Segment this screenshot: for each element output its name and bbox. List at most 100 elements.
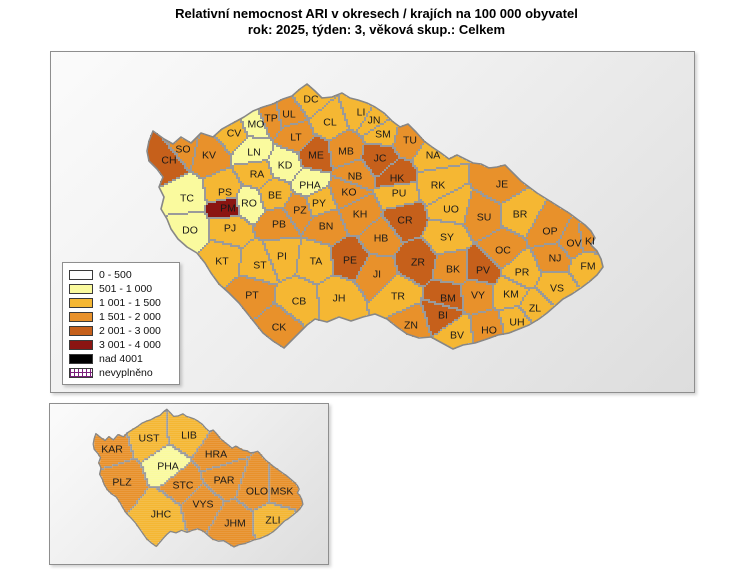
map-label-PS: PS [218,187,232,199]
map-label-TA: TA [310,256,323,268]
map-label-JN: JN [368,115,381,127]
map-label-PB: PB [272,219,286,231]
map-label-KAR: KAR [101,444,123,456]
map-label-TP: TP [264,113,277,125]
map-label-PAR: PAR [214,475,235,487]
map-label-BN: BN [319,221,334,233]
map-label-JHC: JHC [151,509,172,521]
map-label-JI: JI [373,269,381,281]
map-label-PLZ: PLZ [112,477,132,489]
map-label-LI: LI [357,107,366,119]
country-outline [92,408,304,548]
map-label-UST: UST [139,433,161,445]
map-label-UL: UL [282,109,296,121]
legend-item: 3 001 - 4 000 [69,338,175,351]
legend-item: 0 - 500 [69,268,175,281]
legend-label: 1 001 - 1 500 [99,296,161,309]
legend-label: 501 - 1 000 [99,282,153,295]
map-label-MSK: MSK [271,486,294,498]
map-label-KI: KI [585,236,595,248]
legend-item: nevyplněno [69,366,175,379]
map-label-KD: KD [278,160,293,172]
legend-swatch [69,353,93,364]
map-label-RO: RO [241,198,257,210]
map-label-OLO: OLO [246,486,268,498]
map-label-SO: SO [175,144,190,156]
map-label-OC: OC [495,245,511,257]
map-label-BM: BM [440,293,456,305]
legend-item: 501 - 1 000 [69,282,175,295]
map-label-UO: UO [443,204,459,216]
legend-label: nad 4001 [99,352,143,365]
legend-label: 2 001 - 3 000 [99,324,161,337]
map-label-JHM: JHM [224,518,246,530]
map-label-NA: NA [426,150,441,162]
map-label-PU: PU [392,188,407,200]
map-label-KT: KT [215,256,229,268]
map-label-ZLI: ZLI [265,515,280,527]
map-label-PHA: PHA [157,461,179,473]
legend-label: 1 501 - 2 000 [99,310,161,323]
legend-swatch [69,297,93,308]
map-label-CH: CH [161,155,176,167]
legend-swatch [69,283,93,294]
map-cells [94,410,303,547]
legend-item: 2 001 - 3 000 [69,324,175,337]
map-label-BR: BR [513,209,528,221]
map-label-PT: PT [245,290,259,302]
map-label-ZL: ZL [529,303,541,315]
map-label-TC: TC [180,193,194,205]
map-label-ZR: ZR [411,257,425,269]
map-title: Relativní nemocnost ARI v okresech / kra… [175,6,578,21]
map-label-FM: FM [580,261,595,273]
map-label-SU: SU [477,212,492,224]
map-subtitle: rok: 2025, týden: 3, věková skup.: Celke… [247,22,506,37]
region-map-panel: KAR UST LIB HRA PHA PLZ STC PAR OLO MSK JHC VYS JHM Z… [49,403,329,565]
map-label-JE: JE [496,179,508,191]
map-label-PR: PR [515,267,530,279]
map-labels: KAR UST LIB HRA PHA PLZ STC PAR OLO MSK JHC VYS JHM Z… [101,430,293,530]
map-label-NB: NB [348,171,363,183]
map-label-NJ: NJ [549,253,562,265]
map-label-BV: BV [450,330,464,342]
map-label-HK: HK [390,173,405,185]
map-label-RK: RK [431,180,446,192]
legend-item: 1 501 - 2 000 [69,310,175,323]
map-label-LIB: LIB [181,430,197,442]
map-label-JH: JH [333,293,346,305]
legend-swatch [69,325,93,336]
map-label-SM: SM [375,129,391,141]
map-label-MO: MO [248,119,265,131]
legend-item: nad 4001 [69,352,175,365]
legend-label: 0 - 500 [99,268,132,281]
map-label-TU: TU [403,135,417,147]
map-label-OP: OP [542,226,557,238]
map-label-ZN: ZN [404,320,418,332]
map-label-PV: PV [476,265,490,277]
map-label-PY: PY [312,198,326,210]
legend-swatch-hatch [69,367,93,378]
map-label-ME: ME [308,150,324,162]
map-label-BK: BK [446,264,460,276]
map-label-DC: DC [303,94,319,106]
map-label-RA: RA [250,169,265,181]
legend-label: 3 001 - 4 000 [99,338,161,351]
map-label-PE: PE [343,255,357,267]
map-label-JC: JC [374,153,387,165]
map-label-KO: KO [341,187,356,199]
legend-swatch [69,311,93,322]
country-outline [146,83,604,350]
map-label-DO: DO [182,225,198,237]
map-label-KH: KH [353,209,368,221]
map-label-CK: CK [272,322,287,334]
map-label-PI: PI [277,251,287,263]
map-label-HRA: HRA [205,449,227,461]
map-label-CV: CV [227,128,242,140]
map-label-ST: ST [253,260,267,272]
legend-swatch [69,269,93,280]
map-label-PZ: PZ [293,205,307,217]
map-label-HB: HB [374,233,389,245]
